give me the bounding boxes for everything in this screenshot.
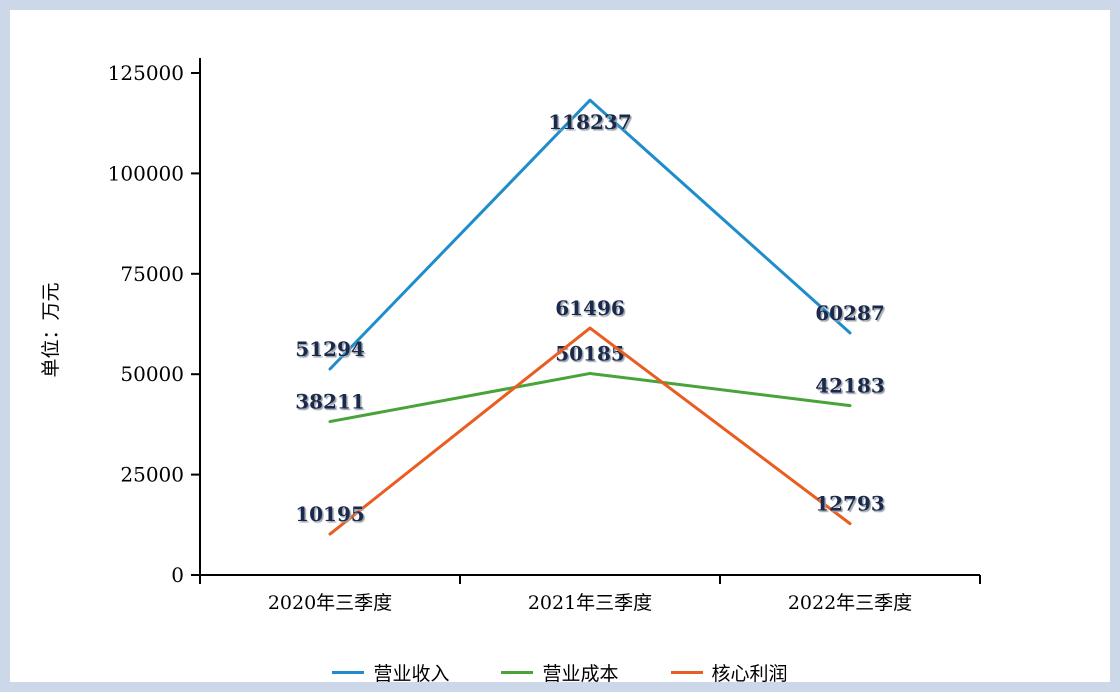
y-tick-label: 100000 <box>108 161 184 185</box>
legend-item-0: 营业收入 <box>332 659 449 686</box>
legend-label: 营业成本 <box>542 663 619 685</box>
legend-line-swatch <box>501 671 534 674</box>
y-tick-label: 25000 <box>120 463 184 487</box>
y-tick-label: 75000 <box>120 262 184 286</box>
series-line-2 <box>328 326 852 536</box>
legend-line-swatch <box>332 671 365 674</box>
x-category-label: 2020年三季度 <box>268 592 392 614</box>
data-label-series-0: 51294 <box>295 337 365 361</box>
chart-legend: 营业收入 营业成本 核心利润 <box>0 659 1120 686</box>
x-category-label: 2022年三季度 <box>788 592 912 614</box>
data-label-series-0: 118237 <box>548 110 632 134</box>
data-label-series-1: 42183 <box>815 374 885 398</box>
chart-canvas <box>10 10 1110 682</box>
y-axis-title: 单位：万元 <box>40 282 62 377</box>
legend-item-1: 营业成本 <box>501 659 619 686</box>
series-line-1 <box>328 371 852 424</box>
legend-line-swatch <box>670 671 703 674</box>
data-label-series-2: 12793 <box>815 492 885 516</box>
y-tick-label: 50000 <box>120 362 184 386</box>
data-label-series-2: 10195 <box>295 502 365 526</box>
y-tick-label: 125000 <box>108 61 184 85</box>
x-category-label: 2021年三季度 <box>528 592 652 614</box>
data-label-series-1: 38211 <box>295 390 365 414</box>
legend-item-2: 核心利润 <box>670 659 788 686</box>
legend-label: 营业收入 <box>373 663 450 685</box>
data-label-series-0: 60287 <box>815 301 885 325</box>
legend-label: 核心利润 <box>711 663 788 685</box>
data-label-series-2: 61496 <box>555 296 625 320</box>
y-tick-label: 0 <box>171 563 184 587</box>
series-line-0 <box>328 98 852 371</box>
